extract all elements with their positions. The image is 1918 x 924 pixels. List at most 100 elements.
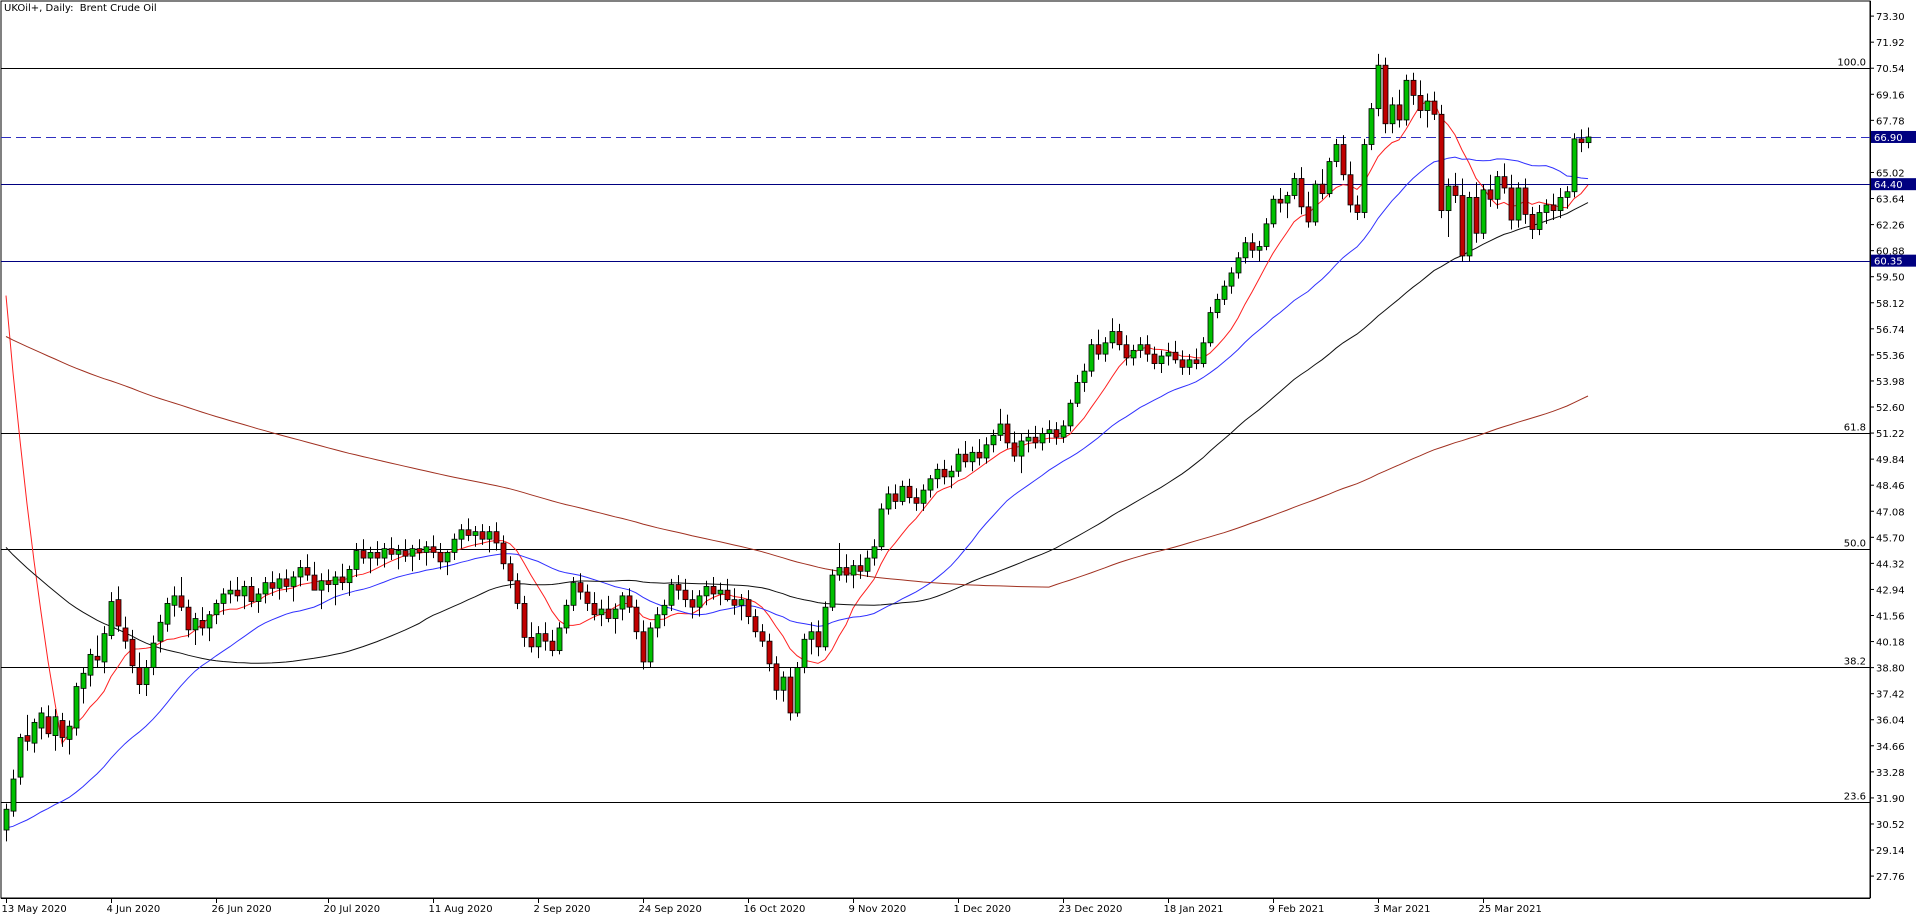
candle-down — [1249, 242, 1256, 251]
candle-down — [675, 584, 682, 591]
candle-down — [1382, 64, 1389, 125]
candle-up — [927, 478, 934, 491]
candle-down — [766, 640, 773, 665]
y-tick-label: 36.04 — [1876, 716, 1905, 727]
y-tick-label: 70.54 — [1876, 64, 1905, 75]
y-tick-label: 47.08 — [1876, 507, 1905, 518]
candle-up — [654, 614, 661, 629]
candle-up — [1256, 246, 1263, 251]
candle-down — [1179, 359, 1186, 368]
candle-down — [360, 550, 367, 559]
candle-up — [696, 595, 703, 608]
y-tick-label: 62.26 — [1876, 221, 1905, 232]
candle-down — [374, 552, 381, 559]
candle-up — [1207, 312, 1214, 344]
x-tick-label: 20 Jul 2020 — [324, 904, 381, 915]
candle-up — [1312, 183, 1319, 223]
candle-up — [1585, 136, 1592, 144]
candle-up — [17, 737, 24, 778]
candle-up — [220, 593, 227, 604]
ma-blue-line — [5, 156, 1589, 829]
candle-up — [206, 614, 213, 629]
candle-up — [1214, 298, 1221, 313]
candle-up — [1221, 285, 1228, 300]
candle-down — [479, 531, 486, 540]
candle-up — [38, 712, 45, 729]
candle-up — [899, 485, 906, 502]
x-tick-label: 2 Sep 2020 — [534, 904, 591, 915]
candle-down — [542, 633, 549, 642]
fib-label: 61.8 — [1844, 423, 1866, 434]
candle-down — [976, 451, 983, 459]
candle-down — [1396, 104, 1403, 121]
candle-down — [759, 631, 766, 642]
ma-brown-line — [5, 336, 1589, 588]
candle-up — [1284, 195, 1291, 204]
candle-down — [129, 638, 136, 667]
candle-down — [136, 667, 143, 686]
candle-up — [885, 493, 892, 510]
candle-up — [1368, 108, 1375, 145]
ma-red-line — [5, 100, 1589, 745]
candle-down — [1473, 196, 1480, 234]
candle-down — [1459, 195, 1466, 257]
y-tick-label: 60.88 — [1876, 247, 1905, 258]
x-tick-label: 9 Feb 2021 — [1269, 904, 1325, 915]
candle-up — [255, 593, 262, 602]
candle-up — [955, 453, 962, 472]
candle-up — [353, 550, 360, 570]
candle-down — [1410, 79, 1417, 96]
y-tick-label: 40.18 — [1876, 638, 1905, 649]
candle-up — [1067, 402, 1074, 427]
candle-down — [1151, 353, 1158, 364]
candle-up — [1466, 196, 1473, 257]
candle-up — [850, 565, 857, 576]
candle-up — [1046, 429, 1053, 434]
candle-up — [395, 550, 402, 555]
candle-down — [1004, 423, 1011, 444]
candle-up — [1186, 359, 1193, 368]
candle-up — [661, 604, 668, 616]
candle-up — [409, 548, 416, 557]
candle-down — [892, 493, 899, 502]
candle-down — [710, 586, 717, 595]
candle-down — [1578, 138, 1585, 144]
candle-down — [731, 599, 738, 606]
candle-down — [1501, 176, 1508, 189]
candle-down — [640, 631, 647, 663]
x-tick-label: 18 Jan 2021 — [1164, 904, 1224, 915]
candle-up — [1557, 196, 1564, 212]
candle-up — [822, 606, 829, 648]
candle-up — [1200, 342, 1207, 364]
candle-down — [1529, 213, 1536, 230]
candle-down — [724, 589, 731, 601]
x-tick-label: 4 Jun 2020 — [107, 904, 161, 915]
candle-down — [94, 655, 101, 661]
candle-up — [1137, 344, 1144, 351]
candle-up — [52, 716, 59, 736]
candle-up — [983, 444, 990, 459]
candle-down — [605, 608, 612, 619]
candle-up — [1543, 204, 1550, 213]
candle-down — [1550, 204, 1557, 212]
candle-down — [24, 735, 31, 742]
candle-up — [717, 589, 724, 595]
candle-up — [192, 618, 199, 631]
candle-down — [507, 563, 514, 582]
candle-up — [1564, 191, 1571, 198]
candle-down — [682, 589, 689, 601]
candle-up — [143, 667, 150, 686]
candle-up — [101, 633, 108, 663]
candle-down — [1340, 144, 1347, 176]
candle-up — [472, 531, 479, 536]
candle-up — [213, 603, 220, 616]
candle-up — [1291, 178, 1298, 196]
candle-up — [227, 589, 234, 595]
candle-down — [626, 595, 633, 608]
candle-up — [934, 468, 941, 480]
candle-down — [745, 599, 752, 618]
candle-down — [1032, 436, 1039, 444]
candle-up — [1375, 64, 1382, 110]
y-tick-label: 59.50 — [1876, 273, 1905, 284]
candle-down — [1277, 198, 1284, 204]
